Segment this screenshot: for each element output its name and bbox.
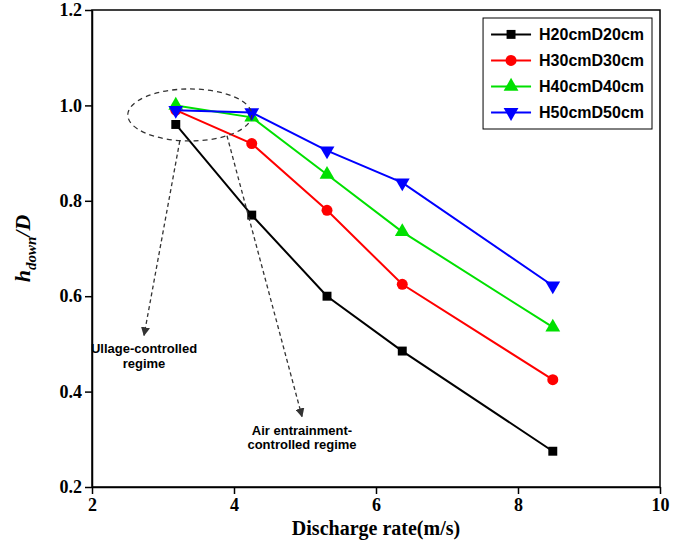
legend-marker: [506, 55, 517, 66]
series-marker: [398, 347, 407, 356]
legend-label: H50cmD50cm: [539, 104, 644, 121]
x-tick: 4: [230, 487, 239, 515]
y-tick-mark: [85, 487, 92, 489]
legend-marker: [507, 30, 516, 39]
legend-label: H20cmD20cm: [539, 26, 644, 43]
series-line: [176, 105, 553, 327]
y-tick: 0.4: [60, 382, 93, 402]
y-tick-mark: [85, 105, 92, 107]
series-marker: [320, 146, 335, 159]
y-tick-mark: [85, 296, 92, 298]
series-marker: [395, 178, 410, 191]
annotation-arrow: [227, 136, 302, 417]
legend-label: H40cmD40cm: [539, 78, 644, 95]
annotation-line: Ullage-controlled: [91, 341, 197, 356]
legend-item: H30cmD30cm: [491, 52, 644, 69]
annotation-line: Air entrainment-: [252, 423, 352, 438]
series-line: [176, 124, 553, 451]
y-tick: 1.2: [60, 0, 93, 20]
y-tick-label: 0.2: [60, 477, 83, 497]
series-line: [176, 110, 553, 286]
x-tick: 8: [514, 487, 523, 515]
x-tick-label: 8: [514, 495, 523, 515]
legend-item: H40cmD40cm: [491, 78, 644, 95]
y-axis-title-part: h: [10, 270, 35, 282]
series-marker: [246, 138, 257, 149]
series-marker: [168, 106, 183, 119]
x-tick-label: 4: [230, 495, 239, 515]
legend-marker: [504, 78, 519, 91]
y-tick: 0.2: [60, 477, 93, 497]
series-marker: [171, 120, 180, 129]
series-marker: [320, 166, 335, 179]
plot-frame: [92, 10, 660, 487]
y-tick-mark: [85, 201, 92, 203]
y-tick-label: 0.4: [60, 382, 83, 402]
legend-item: H20cmD20cm: [491, 26, 644, 43]
y-tick-mark: [85, 10, 92, 12]
annotation-line: regime: [123, 356, 166, 371]
series-marker: [547, 374, 558, 385]
annotation: Ullage-controlledregime: [91, 341, 197, 371]
series-marker: [323, 292, 332, 301]
x-tick-label: 6: [372, 495, 381, 515]
y-axis-line: [92, 11, 94, 488]
x-axis: 2 4 6 8 10: [88, 487, 670, 515]
y-tick-label: 1.0: [60, 96, 83, 116]
x-tick: 6: [372, 487, 381, 515]
legend-label: H30cmD30cm: [539, 52, 644, 69]
x-axis-title: Discharge rate(m/s): [292, 517, 460, 540]
y-tick-label: 0.8: [60, 191, 83, 211]
series-marker: [548, 447, 557, 456]
y-axis-title: hdown/D: [10, 215, 39, 283]
x-tick-mark: [234, 487, 236, 494]
series-marker: [244, 108, 259, 121]
series-marker: [545, 281, 560, 294]
y-tick-mark: [85, 391, 92, 393]
legend-marker: [504, 108, 519, 121]
highlight-ellipse: [128, 89, 252, 141]
chart: 2 4 6 8 10 0.2 0.4 0.6 0.8 1.0 1.2 Discharge rate(m…: [0, 0, 674, 547]
y-tick: 1.0: [60, 96, 93, 116]
legend-box: [483, 18, 652, 129]
x-tick-mark: [660, 487, 662, 494]
series-line: [176, 110, 553, 380]
x-tick-label: 2: [88, 495, 97, 515]
y-tick-label: 1.2: [60, 0, 83, 20]
series-marker: [322, 205, 333, 216]
x-tick-mark: [376, 487, 378, 494]
y-tick-label: 0.6: [60, 286, 83, 306]
plot-marks: [168, 97, 560, 456]
annotation: Air entrainment-controlled regime: [247, 423, 356, 453]
y-axis-title-part: down: [23, 237, 39, 270]
x-tick-mark: [518, 487, 520, 494]
series-marker: [397, 279, 408, 290]
x-tick: 2: [88, 487, 97, 515]
y-axis-title-part: /D: [10, 215, 35, 239]
series-marker: [545, 319, 560, 332]
y-tick: 0.6: [60, 286, 93, 306]
legend: H20cmD20cm H30cmD30cm H40cmD40cm H50cmD50cm: [483, 18, 652, 129]
x-tick-label: 10: [652, 495, 670, 515]
series-marker: [395, 223, 410, 236]
legend-item: H50cmD50cm: [491, 104, 644, 121]
y-axis: 0.2 0.4 0.6 0.8 1.0 1.2: [60, 0, 93, 497]
x-tick: 10: [652, 487, 670, 515]
y-tick: 0.8: [60, 191, 93, 211]
annotation-arrow: [144, 141, 180, 336]
annotation-line: controlled regime: [247, 437, 356, 452]
